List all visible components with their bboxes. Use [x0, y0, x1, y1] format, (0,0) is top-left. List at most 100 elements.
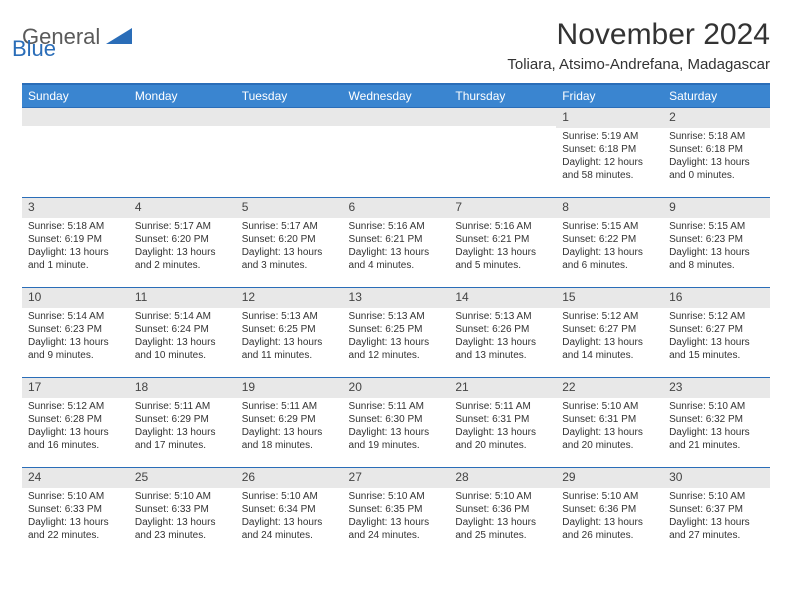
daylight-text: Daylight: 13 hours and 22 minutes. — [28, 516, 123, 542]
date-number: 11 — [129, 288, 236, 308]
date-number — [22, 108, 129, 126]
day-body: Sunrise: 5:19 AMSunset: 6:18 PMDaylight:… — [556, 128, 663, 186]
week-row: 3Sunrise: 5:18 AMSunset: 6:19 PMDaylight… — [22, 198, 770, 288]
col-sunday: Sunday — [22, 84, 129, 108]
sunset-text: Sunset: 6:36 PM — [455, 503, 550, 516]
date-number: 15 — [556, 288, 663, 308]
sunrise-text: Sunrise: 5:14 AM — [28, 310, 123, 323]
date-number: 5 — [236, 198, 343, 218]
day-cell: 3Sunrise: 5:18 AMSunset: 6:19 PMDaylight… — [22, 198, 129, 288]
day-body: Sunrise: 5:15 AMSunset: 6:22 PMDaylight:… — [556, 218, 663, 276]
day-cell: 10Sunrise: 5:14 AMSunset: 6:23 PMDayligh… — [22, 288, 129, 378]
sunset-text: Sunset: 6:29 PM — [242, 413, 337, 426]
col-tuesday: Tuesday — [236, 84, 343, 108]
sunset-text: Sunset: 6:33 PM — [28, 503, 123, 516]
day-cell: 11Sunrise: 5:14 AMSunset: 6:24 PMDayligh… — [129, 288, 236, 378]
day-cell: 17Sunrise: 5:12 AMSunset: 6:28 PMDayligh… — [22, 378, 129, 468]
sunset-text: Sunset: 6:20 PM — [135, 233, 230, 246]
date-number — [343, 108, 450, 126]
sunset-text: Sunset: 6:23 PM — [28, 323, 123, 336]
sunset-text: Sunset: 6:25 PM — [349, 323, 444, 336]
sunset-text: Sunset: 6:34 PM — [242, 503, 337, 516]
date-number — [236, 108, 343, 126]
daylight-text: Daylight: 13 hours and 20 minutes. — [455, 426, 550, 452]
sunset-text: Sunset: 6:28 PM — [28, 413, 123, 426]
date-number: 26 — [236, 468, 343, 488]
month-title: November 2024 — [507, 18, 770, 52]
day-cell: 15Sunrise: 5:12 AMSunset: 6:27 PMDayligh… — [556, 288, 663, 378]
sunset-text: Sunset: 6:27 PM — [669, 323, 764, 336]
day-cell: 9Sunrise: 5:15 AMSunset: 6:23 PMDaylight… — [663, 198, 770, 288]
daylight-text: Daylight: 13 hours and 6 minutes. — [562, 246, 657, 272]
sunrise-text: Sunrise: 5:16 AM — [455, 220, 550, 233]
day-cell: 20Sunrise: 5:11 AMSunset: 6:30 PMDayligh… — [343, 378, 450, 468]
day-body: Sunrise: 5:16 AMSunset: 6:21 PMDaylight:… — [343, 218, 450, 276]
sunset-text: Sunset: 6:33 PM — [135, 503, 230, 516]
day-cell: 5Sunrise: 5:17 AMSunset: 6:20 PMDaylight… — [236, 198, 343, 288]
day-body: Sunrise: 5:10 AMSunset: 6:33 PMDaylight:… — [22, 488, 129, 546]
daylight-text: Daylight: 13 hours and 17 minutes. — [135, 426, 230, 452]
sunset-text: Sunset: 6:36 PM — [562, 503, 657, 516]
date-number — [129, 108, 236, 126]
day-cell: 2Sunrise: 5:18 AMSunset: 6:18 PMDaylight… — [663, 108, 770, 198]
daylight-text: Daylight: 13 hours and 26 minutes. — [562, 516, 657, 542]
sunset-text: Sunset: 6:37 PM — [669, 503, 764, 516]
sunrise-text: Sunrise: 5:11 AM — [135, 400, 230, 413]
daylight-text: Daylight: 13 hours and 0 minutes. — [669, 156, 764, 182]
col-monday: Monday — [129, 84, 236, 108]
sunset-text: Sunset: 6:32 PM — [669, 413, 764, 426]
day-cell: 21Sunrise: 5:11 AMSunset: 6:31 PMDayligh… — [449, 378, 556, 468]
day-cell: 29Sunrise: 5:10 AMSunset: 6:36 PMDayligh… — [556, 468, 663, 558]
col-friday: Friday — [556, 84, 663, 108]
sunset-text: Sunset: 6:35 PM — [349, 503, 444, 516]
day-cell: 13Sunrise: 5:13 AMSunset: 6:25 PMDayligh… — [343, 288, 450, 378]
calendar-body: 1Sunrise: 5:19 AMSunset: 6:18 PMDaylight… — [22, 108, 770, 558]
day-cell: 8Sunrise: 5:15 AMSunset: 6:22 PMDaylight… — [556, 198, 663, 288]
day-body: Sunrise: 5:13 AMSunset: 6:25 PMDaylight:… — [236, 308, 343, 366]
day-header-row: Sunday Monday Tuesday Wednesday Thursday… — [22, 84, 770, 108]
day-body: Sunrise: 5:13 AMSunset: 6:25 PMDaylight:… — [343, 308, 450, 366]
daylight-text: Daylight: 13 hours and 1 minute. — [28, 246, 123, 272]
daylight-text: Daylight: 13 hours and 25 minutes. — [455, 516, 550, 542]
sunrise-text: Sunrise: 5:16 AM — [349, 220, 444, 233]
date-number: 14 — [449, 288, 556, 308]
week-row: 17Sunrise: 5:12 AMSunset: 6:28 PMDayligh… — [22, 378, 770, 468]
day-body: Sunrise: 5:13 AMSunset: 6:26 PMDaylight:… — [449, 308, 556, 366]
day-body: Sunrise: 5:16 AMSunset: 6:21 PMDaylight:… — [449, 218, 556, 276]
sunset-text: Sunset: 6:26 PM — [455, 323, 550, 336]
sunset-text: Sunset: 6:30 PM — [349, 413, 444, 426]
date-number: 23 — [663, 378, 770, 398]
day-cell: 23Sunrise: 5:10 AMSunset: 6:32 PMDayligh… — [663, 378, 770, 468]
sunset-text: Sunset: 6:27 PM — [562, 323, 657, 336]
day-cell: 27Sunrise: 5:10 AMSunset: 6:35 PMDayligh… — [343, 468, 450, 558]
sunset-text: Sunset: 6:18 PM — [669, 143, 764, 156]
day-body: Sunrise: 5:15 AMSunset: 6:23 PMDaylight:… — [663, 218, 770, 276]
sunset-text: Sunset: 6:20 PM — [242, 233, 337, 246]
date-number: 28 — [449, 468, 556, 488]
sunrise-text: Sunrise: 5:18 AM — [669, 130, 764, 143]
logo-triangle-icon — [106, 28, 132, 46]
sunrise-text: Sunrise: 5:12 AM — [669, 310, 764, 323]
day-body: Sunrise: 5:12 AMSunset: 6:28 PMDaylight:… — [22, 398, 129, 456]
date-number: 16 — [663, 288, 770, 308]
day-body: Sunrise: 5:11 AMSunset: 6:29 PMDaylight:… — [236, 398, 343, 456]
date-number: 12 — [236, 288, 343, 308]
sunset-text: Sunset: 6:24 PM — [135, 323, 230, 336]
day-body: Sunrise: 5:10 AMSunset: 6:33 PMDaylight:… — [129, 488, 236, 546]
day-body: Sunrise: 5:11 AMSunset: 6:29 PMDaylight:… — [129, 398, 236, 456]
date-number: 13 — [343, 288, 450, 308]
date-number: 17 — [22, 378, 129, 398]
day-body: Sunrise: 5:11 AMSunset: 6:30 PMDaylight:… — [343, 398, 450, 456]
sunrise-text: Sunrise: 5:15 AM — [669, 220, 764, 233]
day-body: Sunrise: 5:11 AMSunset: 6:31 PMDaylight:… — [449, 398, 556, 456]
date-number: 22 — [556, 378, 663, 398]
sunrise-text: Sunrise: 5:14 AM — [135, 310, 230, 323]
date-number: 9 — [663, 198, 770, 218]
col-saturday: Saturday — [663, 84, 770, 108]
daylight-text: Daylight: 13 hours and 14 minutes. — [562, 336, 657, 362]
sunrise-text: Sunrise: 5:10 AM — [669, 490, 764, 503]
sunrise-text: Sunrise: 5:10 AM — [349, 490, 444, 503]
sunset-text: Sunset: 6:25 PM — [242, 323, 337, 336]
sunset-text: Sunset: 6:31 PM — [455, 413, 550, 426]
date-number: 18 — [129, 378, 236, 398]
